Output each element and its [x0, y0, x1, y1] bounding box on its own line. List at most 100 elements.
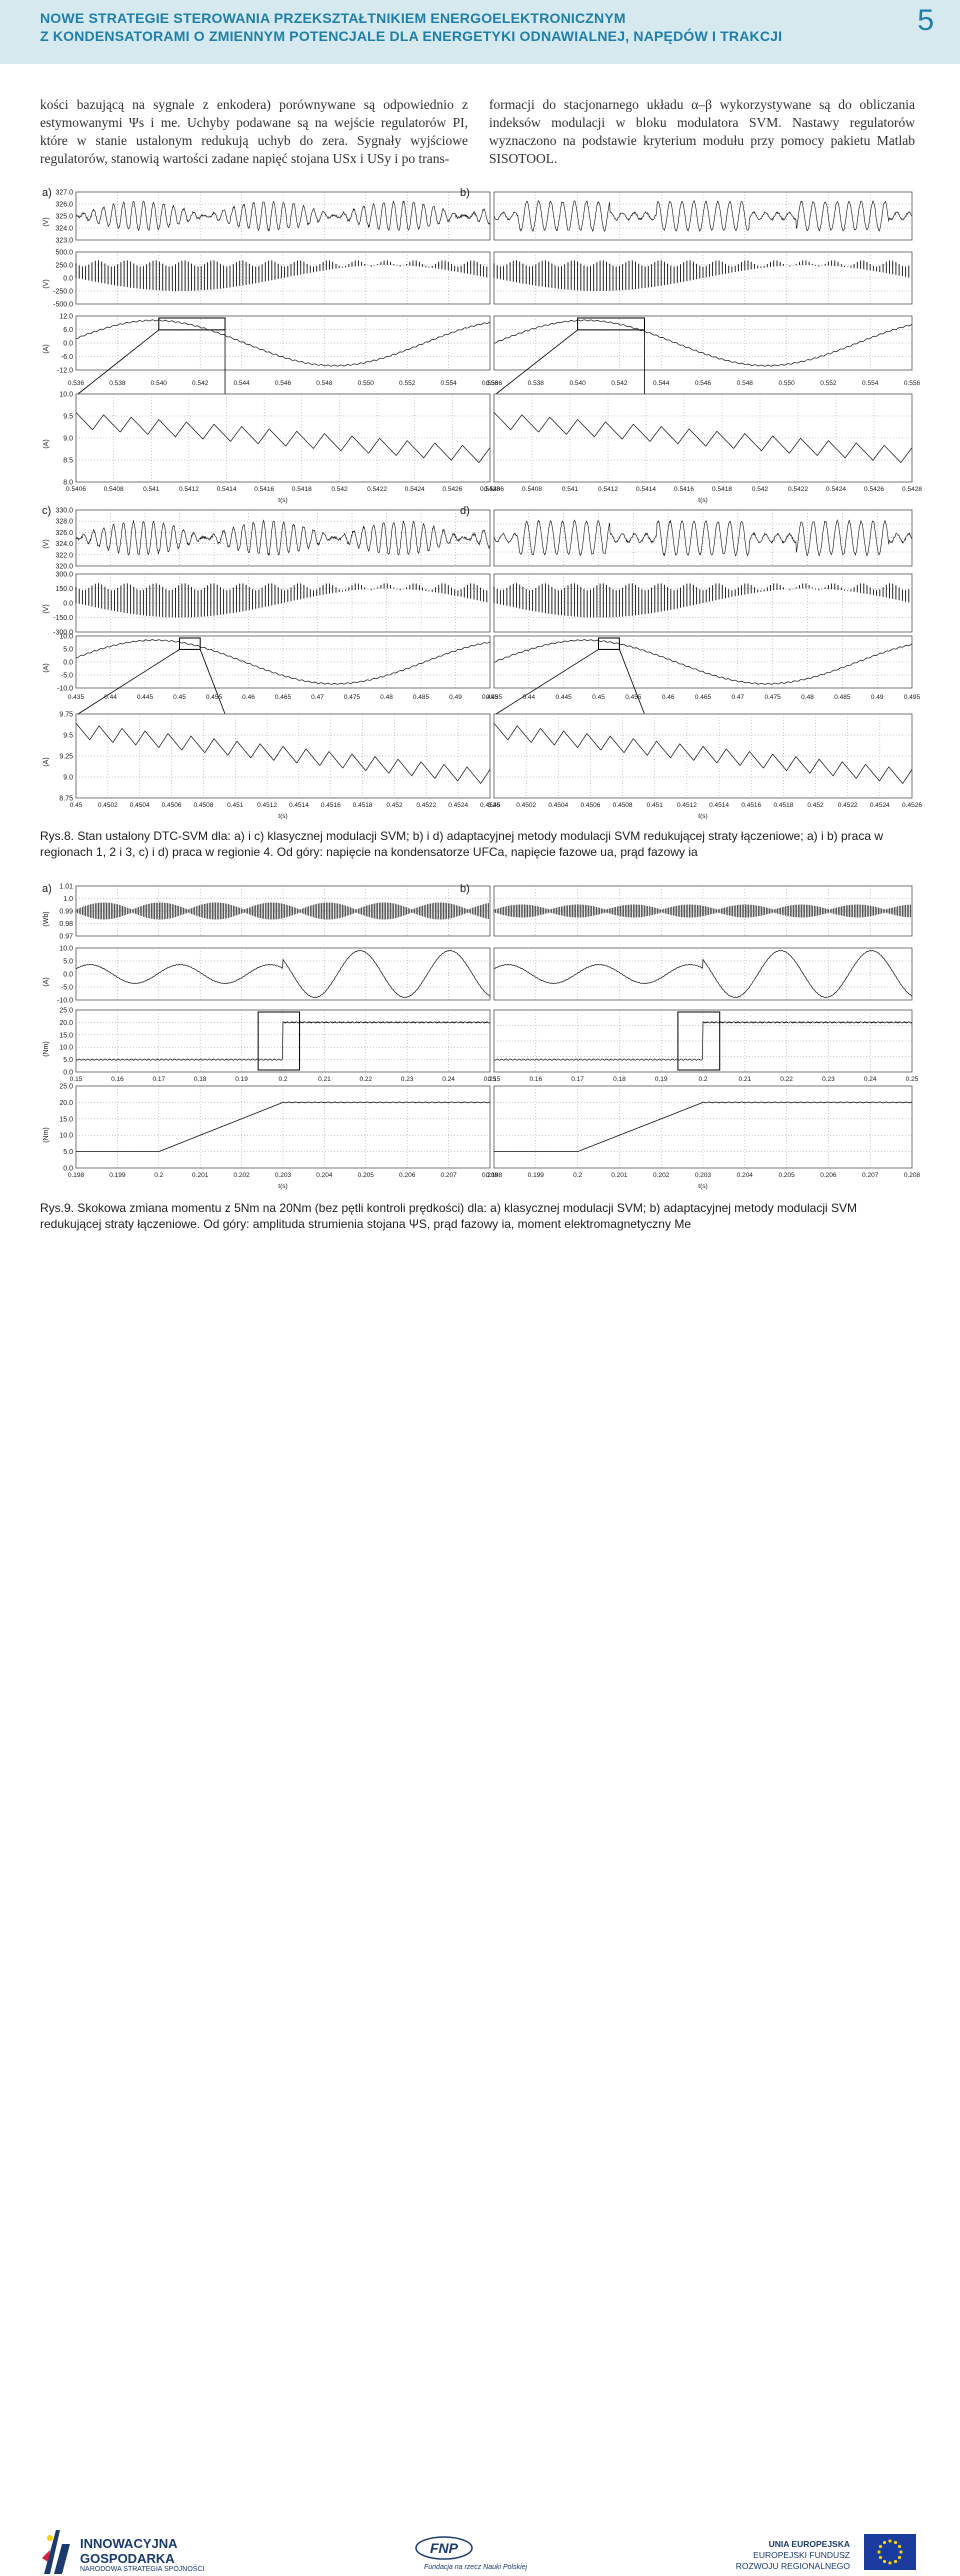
x-tick-label: 0.19: [655, 1076, 668, 1083]
panel-label: a): [42, 883, 52, 895]
phase-voltage-trace: [75, 260, 488, 291]
x-tick-label: 0.5422: [788, 486, 808, 493]
zoom-region-box: [179, 637, 201, 650]
zoom-region-box: [677, 1011, 721, 1071]
y-tick-label: 12.0: [59, 314, 73, 321]
x-axis-label: t(s): [698, 1183, 707, 1190]
x-tick-label: 0.485: [413, 694, 430, 701]
x-tick-label: 0.4522: [838, 802, 858, 809]
x-tick-label: 0.5426: [442, 486, 462, 493]
x-tick-label: 0.206: [399, 1172, 416, 1179]
y-tick-label: 5.0: [63, 959, 73, 966]
x-tick-label: 0.48: [801, 694, 814, 701]
y-tick-label: 0.0: [63, 1070, 73, 1077]
x-tick-label: 0.4526: [902, 802, 922, 809]
y-tick-label: 0.97: [59, 934, 73, 941]
phase-current-trace: [493, 950, 913, 998]
y-unit-label: (A): [43, 344, 50, 353]
x-tick-label: 0.4508: [193, 802, 213, 809]
y-tick-label: 1.01: [59, 884, 73, 891]
x-tick-label: 0.495: [482, 694, 499, 701]
x-tick-label: 0.4512: [257, 802, 277, 809]
x-axis-label: t(s): [698, 813, 707, 820]
y-tick-label: 0.0: [63, 972, 73, 979]
torque-zoom-trace: [76, 1101, 491, 1152]
fnp-logo-icon: FNP: [415, 2536, 473, 2560]
x-tick-label: 0.45: [592, 694, 605, 701]
fig9-strip: [75, 947, 491, 1001]
x-tick-label: 0.22: [780, 1076, 793, 1083]
zoom-connector: [77, 649, 180, 715]
phase-voltage-trace: [493, 260, 910, 291]
x-axis-label: t(s): [278, 813, 287, 820]
x-tick-label: 0.548: [737, 380, 754, 387]
x-axis-label: t(s): [698, 497, 707, 504]
panel-label: c): [42, 505, 51, 517]
x-tick-label: 0.4502: [98, 802, 118, 809]
y-tick-label: 6.0: [63, 327, 73, 334]
y-tick-label: 5.0: [63, 1149, 73, 1156]
y-tick-label: 20.0: [59, 1100, 73, 1107]
y-tick-label: 9.0: [63, 775, 73, 782]
figure-8-caption: Rys.8. Stan ustalony DTC-SVM dla: a) i c…: [40, 829, 883, 859]
x-tick-label: 0.4516: [741, 802, 761, 809]
x-tick-label: 0.205: [778, 1172, 795, 1179]
x-tick-label: 0.554: [440, 380, 457, 387]
x-tick-label: 0.49: [871, 694, 884, 701]
x-tick-label: 0.17: [571, 1076, 584, 1083]
header-title-line1: NOWE STRATEGIE STEROWANIA PRZEKSZTAŁTNIK…: [40, 10, 626, 26]
x-tick-label: 0.544: [233, 380, 250, 387]
x-tick-label: 0.4524: [870, 802, 890, 809]
x-tick-label: 0.465: [275, 694, 292, 701]
x-tick-label: 0.5408: [104, 486, 124, 493]
x-tick-label: 0.548: [316, 380, 333, 387]
y-unit-label: (V): [43, 604, 50, 613]
x-tick-label: 0.2: [278, 1076, 287, 1083]
zoom-connector: [199, 649, 226, 715]
y-tick-label: 15.0: [59, 1116, 73, 1123]
fig9-zoom-plot: [493, 1085, 913, 1169]
ig-logo-line1: INNOWACYJNA: [80, 2536, 178, 2551]
current-ripple-trace: [493, 723, 913, 785]
x-tick-label: 0.5424: [826, 486, 846, 493]
y-tick-label: -500.0: [53, 302, 73, 309]
x-axis-label: t(s): [278, 1183, 287, 1190]
eu-line3: ROZWOJU REGIONALNEGO: [735, 2561, 850, 2571]
x-tick-label: 0.541: [143, 486, 160, 493]
zoom-connector: [495, 329, 578, 395]
eu-star-icon: [893, 2559, 898, 2564]
panel-label: a): [42, 187, 52, 199]
zoom-connector: [495, 649, 599, 715]
capacitor-voltage-trace: [493, 200, 913, 233]
plot-frame: [493, 635, 913, 689]
x-tick-label: 0.542: [752, 486, 769, 493]
x-tick-label: 0.544: [653, 380, 670, 387]
x-tick-label: 0.435: [68, 694, 85, 701]
x-tick-label: 0.16: [529, 1076, 542, 1083]
phase-current-trace: [75, 319, 491, 367]
x-tick-label: 0.45: [488, 802, 501, 809]
x-tick-label: 0.202: [233, 1172, 250, 1179]
x-tick-label: 0.5428: [480, 486, 500, 493]
eu-star-icon: [897, 2555, 902, 2560]
x-tick-label: 0.4524: [448, 802, 468, 809]
x-tick-label: 0.15: [488, 1076, 501, 1083]
x-tick-label: 0.207: [862, 1172, 879, 1179]
fig8-zoom-plot: [75, 393, 491, 483]
x-tick-label: 0.5424: [405, 486, 425, 493]
x-tick-label: 0.542: [331, 486, 348, 493]
x-tick-label: 0.204: [737, 1172, 754, 1179]
capacitor-voltage-trace: [75, 200, 491, 232]
x-tick-label: 0.2: [573, 1172, 582, 1179]
x-axis-label: t(s): [278, 497, 287, 504]
x-tick-label: 0.207: [440, 1172, 457, 1179]
x-tick-label: 0.22: [359, 1076, 372, 1083]
y-unit-label: (Nm): [43, 1127, 50, 1143]
x-tick-label: 0.2: [698, 1076, 707, 1083]
x-tick-label: 0.4518: [353, 802, 373, 809]
x-tick-label: 0.5418: [712, 486, 732, 493]
fig8-strip: [493, 251, 913, 305]
panel-label: b): [460, 187, 470, 199]
y-tick-label: 5.0: [63, 647, 73, 654]
x-tick-label: 0.556: [904, 380, 921, 387]
